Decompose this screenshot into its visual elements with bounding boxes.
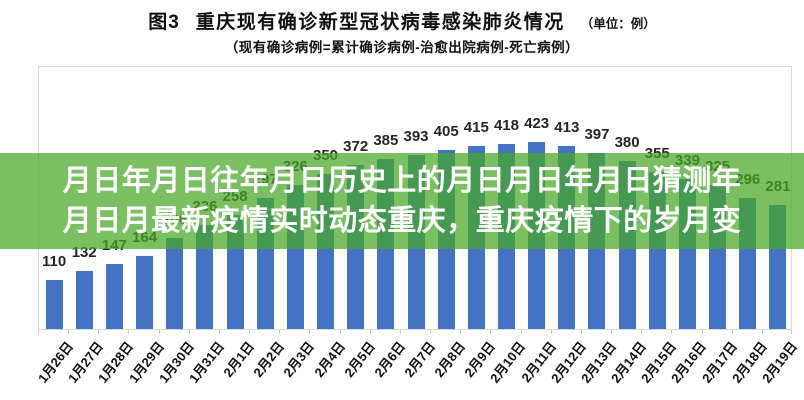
figure-number: 图3 xyxy=(148,12,180,33)
bar xyxy=(45,280,63,329)
x-axis: 1月26日 1月27日 1月28日 1月29日 1月30日 1月31日 2月1日 2月2日 2月… xyxy=(35,330,800,400)
watermark-overlay-band: 月日年月日往年月日历史上的月日月日年月日猜测年 月日月最新疫情实时动态重庆，重庆… xyxy=(0,153,804,249)
axis-tick xyxy=(98,330,100,334)
chart-title: 重庆现有确诊新型冠状病毒感染肺炎情况 xyxy=(195,12,565,33)
bar-value-label: 385 xyxy=(373,132,399,149)
axis-tick xyxy=(369,330,371,334)
bar xyxy=(136,256,154,329)
bar-value-label: 110 xyxy=(41,253,67,270)
chart-header: 图3 重庆现有确诊新型冠状病毒感染肺炎情况 （单位：例） xyxy=(0,7,804,34)
axis-tick xyxy=(490,330,492,334)
axis-tick xyxy=(249,330,251,334)
bar xyxy=(196,225,214,329)
axis-tick xyxy=(339,330,341,334)
bar-value-label: 405 xyxy=(433,123,459,140)
bar-value-label: 397 xyxy=(584,126,610,143)
axis-tick xyxy=(580,330,582,334)
axis-tick xyxy=(218,330,220,334)
axis-tick xyxy=(279,330,281,334)
axis-tick xyxy=(188,330,190,334)
axis-tick xyxy=(158,330,160,334)
axis-tick xyxy=(731,330,733,334)
watermark-text-line2: 月日月最新疫情实时动态重庆，重庆疫情下的岁月变 xyxy=(62,205,742,237)
axis-tick xyxy=(641,330,643,334)
axis-tick xyxy=(761,330,763,334)
axis-tick xyxy=(399,330,401,334)
axis-tick xyxy=(791,330,792,334)
chart-subtitle: （现有确诊病例=累计确诊病例-治愈出院病例-死亡病例） xyxy=(224,40,580,55)
bar-value-label: 418 xyxy=(493,117,519,134)
bar xyxy=(105,264,123,329)
axis-tick xyxy=(520,330,522,334)
axis-tick xyxy=(550,330,552,334)
watermark-text-line1: 月日年月日往年月日历史上的月日月日年月日猜测年 xyxy=(62,165,742,197)
chart-unit-note: （单位：例） xyxy=(580,17,656,31)
axis-tick xyxy=(671,330,673,334)
bar-value-label: 413 xyxy=(554,119,580,136)
bar-value-label: 372 xyxy=(343,138,369,155)
axis-tick xyxy=(68,330,70,334)
axis-tick xyxy=(701,330,703,334)
axis-tick xyxy=(460,330,462,334)
axis-tick xyxy=(38,330,39,334)
bar-value-label: 423 xyxy=(524,115,550,132)
axis-tick xyxy=(430,330,432,334)
axis-tick xyxy=(309,330,311,334)
axis-tick xyxy=(611,330,613,334)
axis-tick xyxy=(128,330,130,334)
bar-value-label: 415 xyxy=(463,119,489,136)
bar-value-label: 393 xyxy=(403,128,429,145)
bar xyxy=(75,271,93,329)
bar-value-label: 380 xyxy=(614,134,640,151)
bar xyxy=(166,238,184,329)
